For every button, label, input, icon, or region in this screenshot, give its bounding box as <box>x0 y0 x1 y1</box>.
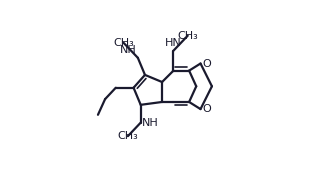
Text: O: O <box>202 58 211 68</box>
Text: CH₃: CH₃ <box>113 38 134 48</box>
Text: NH: NH <box>120 45 137 55</box>
Text: CH₃: CH₃ <box>177 31 198 41</box>
Text: CH₃: CH₃ <box>117 131 138 141</box>
Text: O: O <box>202 104 211 114</box>
Text: NH: NH <box>142 118 159 128</box>
Text: HN: HN <box>165 38 182 48</box>
